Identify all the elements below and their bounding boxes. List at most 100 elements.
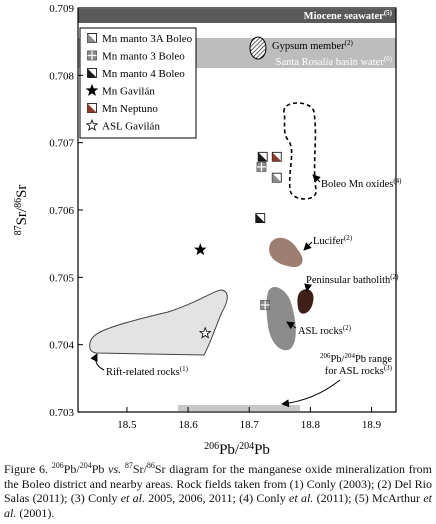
marker-fill bbox=[258, 152, 268, 162]
marker-fill bbox=[87, 103, 97, 113]
marker-star bbox=[193, 243, 207, 256]
miocene-band bbox=[78, 9, 396, 23]
superscript: (2) bbox=[345, 39, 354, 47]
marker-fill bbox=[255, 213, 265, 223]
legend-label: Mn Neptuno bbox=[102, 103, 158, 115]
marker-star bbox=[85, 118, 99, 131]
marker-fill bbox=[87, 33, 97, 43]
rift-field bbox=[89, 289, 228, 356]
annotation: Santa Rosalía basin water(6) bbox=[276, 55, 393, 68]
point bbox=[271, 172, 282, 183]
text-run: Miocene seawater bbox=[304, 11, 385, 22]
text-run: Sr/ bbox=[14, 207, 30, 225]
italic-text: et al. bbox=[120, 491, 146, 505]
superscript: (1) bbox=[180, 365, 189, 373]
marker-cross bbox=[256, 162, 266, 172]
caption-text: Figure 6. bbox=[4, 462, 52, 476]
superscript: (2) bbox=[343, 324, 352, 332]
marker-star bbox=[85, 83, 99, 96]
text-run: for ASL rocks bbox=[325, 366, 384, 377]
superscript: (2) bbox=[344, 234, 353, 242]
x-tick-label: 18.7 bbox=[240, 419, 260, 431]
legend-label: Mn manto 4 Boleo bbox=[102, 68, 185, 80]
caption-text: Pb/ bbox=[63, 462, 80, 476]
marker-cross bbox=[260, 300, 270, 310]
text-run: Boleo Mn oxides bbox=[321, 179, 393, 190]
italic-text: vs. bbox=[108, 462, 122, 476]
lucifer-field bbox=[269, 237, 303, 268]
annotation: Gypsum member(2) bbox=[272, 39, 353, 52]
y-tick-label: 0.709 bbox=[49, 3, 74, 15]
arrow bbox=[312, 174, 321, 183]
marker-fill bbox=[272, 173, 282, 183]
superscript: 206 bbox=[320, 352, 331, 360]
legend-marker bbox=[87, 103, 97, 113]
y-tick-label: 0.706 bbox=[49, 205, 74, 217]
arrow bbox=[304, 283, 313, 292]
caption-text: (2001). bbox=[16, 505, 55, 520]
arrow bbox=[303, 241, 313, 251]
text-run: Pb/ bbox=[219, 442, 240, 458]
marker-cross bbox=[87, 51, 97, 60]
annotation: Lucifer(2) bbox=[313, 234, 353, 247]
arrow bbox=[90, 353, 105, 371]
batholith-field bbox=[297, 289, 314, 314]
annotation: Boleo Mn oxides(4) bbox=[321, 177, 402, 190]
x-tick-label: 18.6 bbox=[178, 419, 198, 431]
caption-text: Sr diagram for the manganese oxide miner… bbox=[4, 462, 432, 505]
boleo-oxides-field bbox=[283, 102, 317, 200]
caption-text: Pb bbox=[91, 462, 109, 476]
text-run: Pb/ bbox=[330, 354, 344, 365]
y-tick-label: 0.704 bbox=[49, 340, 74, 352]
annotation: 206Pb/204Pb range bbox=[320, 352, 392, 365]
superscript: (6) bbox=[384, 55, 393, 63]
annotation: Peninsular batholith(2) bbox=[306, 273, 399, 286]
pb-range-bar bbox=[178, 405, 300, 411]
superscript: (5) bbox=[384, 9, 393, 17]
superscript: 86 bbox=[146, 461, 155, 470]
y-tick-label: 0.703 bbox=[49, 407, 74, 419]
text-run: Rift-related rocks bbox=[106, 367, 180, 378]
superscript: 87 bbox=[124, 461, 133, 470]
x-tick-label: 18.8 bbox=[301, 419, 321, 431]
superscript: 206 bbox=[204, 441, 219, 452]
legend-marker bbox=[87, 33, 97, 43]
text-run: Pb range bbox=[355, 354, 392, 365]
text-run: Sr bbox=[14, 185, 30, 198]
superscript: (2) bbox=[390, 273, 399, 281]
marker-star bbox=[198, 326, 212, 339]
superscript: 204 bbox=[79, 461, 92, 470]
marker-fill bbox=[87, 68, 97, 78]
marker-fill bbox=[272, 152, 282, 162]
caption-text: (2011); (5) McArthur bbox=[313, 491, 424, 505]
italic-text: et al. bbox=[289, 491, 314, 505]
y-tick-label: 0.707 bbox=[49, 138, 74, 150]
y-tick-label: 0.705 bbox=[49, 272, 74, 284]
annotation: for ASL rocks(3) bbox=[325, 364, 393, 377]
legend-label: ASL Gavilán bbox=[102, 121, 160, 133]
annotation: Rift-related rocks(1) bbox=[106, 365, 189, 378]
gypsum-field bbox=[249, 36, 267, 60]
superscript: 206 bbox=[51, 461, 64, 470]
superscript: 204 bbox=[344, 352, 355, 360]
text-run: ASL rocks bbox=[298, 326, 343, 337]
legend-label: Mn manto 3A Boleo bbox=[102, 33, 193, 45]
x-tick-label: 18.9 bbox=[362, 419, 382, 431]
annotation: Miocene seawater(5) bbox=[304, 9, 393, 22]
superscript: 87 bbox=[13, 225, 24, 235]
legend-label: Mn Gavilán bbox=[102, 86, 155, 98]
point bbox=[255, 213, 266, 223]
point bbox=[198, 326, 212, 339]
point bbox=[260, 300, 271, 310]
legend-label: Mn manto 3 Boleo bbox=[102, 51, 185, 63]
y-axis-label: 87Sr/86Sr bbox=[13, 185, 31, 236]
point bbox=[193, 243, 207, 256]
legend-marker bbox=[85, 118, 99, 131]
superscript: 204 bbox=[239, 441, 254, 452]
chart: 18.5 18.6 18.7 18.8 18.9 0.703 0.704 0.705 0.706… bbox=[13, 3, 403, 458]
annotation: ASL rocks(2) bbox=[298, 324, 352, 337]
superscript: (4) bbox=[393, 177, 402, 185]
legend-marker bbox=[87, 68, 97, 78]
x-tick-label: 18.5 bbox=[117, 419, 137, 431]
